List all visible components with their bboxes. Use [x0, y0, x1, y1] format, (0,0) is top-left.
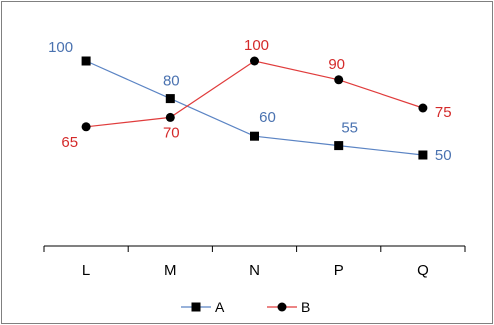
data-point-A-L: [81, 56, 91, 66]
data-point-A-N: [250, 131, 259, 141]
data-point-B-N: [250, 56, 259, 66]
x-tick-label-Q: Q: [417, 262, 429, 279]
data-label-B-L: 65: [61, 134, 78, 151]
data-point-B-M: [165, 112, 175, 122]
data-label-B-N: 100: [244, 37, 269, 54]
data-label-B-P: 90: [328, 56, 345, 73]
data-point-A-P: [334, 141, 344, 151]
data-point-B-L: [81, 122, 91, 132]
x-tick-label-L: L: [82, 262, 90, 279]
data-point-A-M: [165, 94, 175, 104]
legend-marker-A: [191, 302, 201, 312]
data-label-A-Q: 50: [435, 147, 452, 164]
data-label-B-M: 70: [163, 124, 180, 141]
data-point-A-Q: [418, 150, 428, 160]
data-point-B-Q: [418, 103, 428, 113]
legend-marker-B: [277, 302, 287, 312]
legend-label-A: A: [215, 299, 225, 315]
data-label-A-P: 55: [341, 120, 358, 137]
data-label-A-M: 80: [163, 73, 180, 90]
x-tick-label-N: N: [249, 262, 260, 279]
data-label-A-L: 100: [48, 39, 73, 56]
data-label-B-Q: 75: [435, 104, 452, 121]
x-tick-label-M: M: [164, 262, 177, 279]
x-tick-label-P: P: [334, 262, 344, 279]
data-point-B-P: [334, 75, 344, 85]
data-label-A-N: 60: [259, 109, 276, 126]
legend-label-B: B: [301, 299, 310, 315]
